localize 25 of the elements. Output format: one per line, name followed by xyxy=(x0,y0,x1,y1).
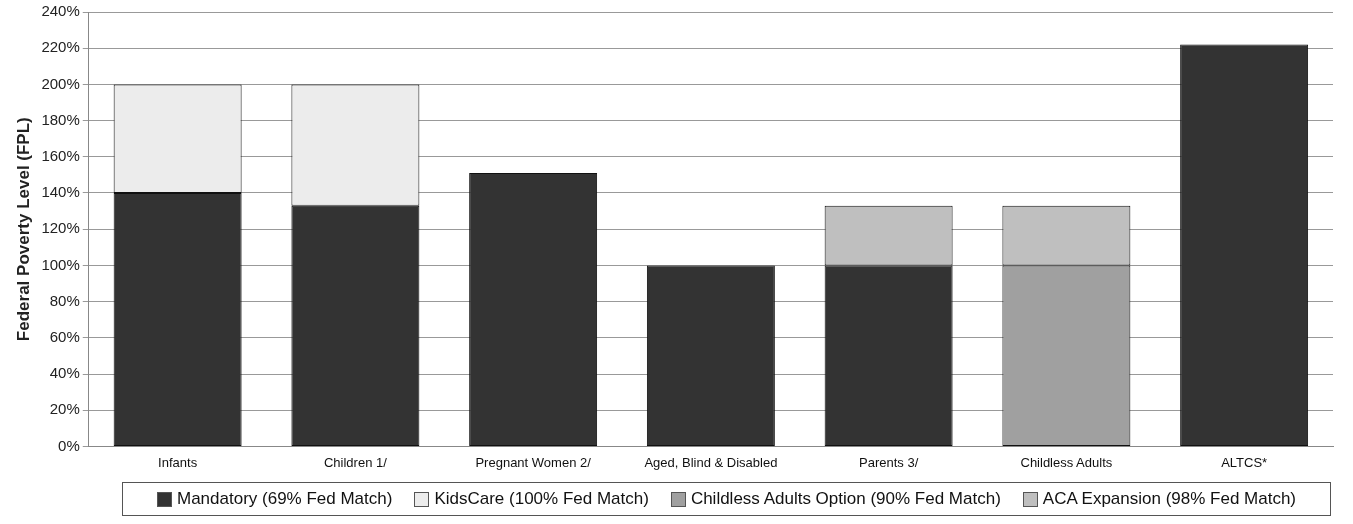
legend-label: Childless Adults Option (90% Fed Match) xyxy=(690,489,1001,509)
y-tick-label: 60% xyxy=(49,327,80,345)
legend-label: ACA Expansion (98% Fed Match) xyxy=(1042,489,1297,509)
y-axis-title: Federal Poverty Level (FPL) xyxy=(13,117,33,342)
x-tick-label: Children 1/ xyxy=(323,454,388,470)
y-tick-label: 160% xyxy=(41,146,80,164)
x-tick-label: Childless Adults xyxy=(1020,454,1113,470)
y-tick-label: 220% xyxy=(41,38,80,56)
legend-label: KidsCare (100% Fed Match) xyxy=(434,489,649,509)
x-tick-label: Parents 3/ xyxy=(859,454,919,470)
y-tick-label: 140% xyxy=(41,183,80,201)
y-tick-label: 240% xyxy=(41,2,80,20)
legend-label: Mandatory (69% Fed Match) xyxy=(176,489,393,509)
y-tick-label: 200% xyxy=(41,74,80,92)
x-tick-label: Aged, Blind & Disabled xyxy=(644,454,778,470)
y-tick-label: 40% xyxy=(49,364,80,382)
y-tick-label: 20% xyxy=(49,400,80,418)
y-tick-label: 120% xyxy=(41,219,80,237)
y-tick-label: 100% xyxy=(41,255,80,273)
x-tick-label: Infants xyxy=(158,454,198,470)
y-tick-label: 80% xyxy=(49,291,80,309)
y-tick-label: 0% xyxy=(58,436,80,454)
y-tick-label: 180% xyxy=(41,110,80,128)
x-tick-label: Pregnant Women 2/ xyxy=(475,454,592,470)
x-tick-label: ALTCS* xyxy=(1221,454,1268,470)
